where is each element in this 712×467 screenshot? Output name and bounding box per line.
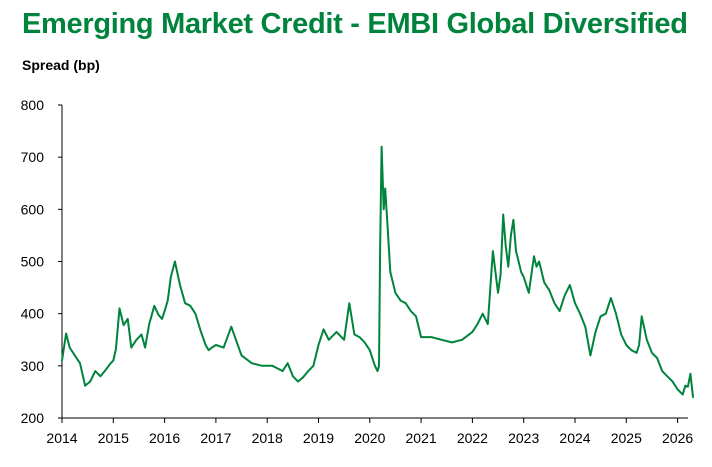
y-tick-label: 400 [21,306,45,322]
x-tick-label: 2023 [508,430,539,446]
axes: 200 300 400 500 600 700 800 2014 2015 2016 2017 201… [21,97,694,446]
x-tick-label: 2018 [252,430,283,446]
x-tick-label: 2021 [406,430,437,446]
x-tick-label: 2025 [611,430,642,446]
y-tick-label: 500 [21,254,45,270]
y-tick-label: 800 [21,97,45,113]
chart-title: Emerging Market Credit - EMBI Global Div… [22,8,688,40]
y-tick-label: 300 [21,358,45,374]
x-tick-label: 2020 [354,430,385,446]
x-tick-label: 2015 [98,430,129,446]
x-tick-label: 2022 [457,430,488,446]
x-tick-label: 2019 [303,430,334,446]
x-tick-label: 2026 [662,430,693,446]
y-axis-label: Spread (bp) [22,57,100,73]
x-tick-label: 2016 [149,430,180,446]
plot-area [61,145,694,399]
y-tick-label: 700 [21,149,45,165]
spread-series-line [61,145,694,399]
x-tick-label: 2017 [200,430,231,446]
y-tick-label: 200 [21,410,45,426]
y-tick-label: 600 [21,201,45,217]
x-tick-label: 2014 [46,430,77,446]
x-tick-label: 2024 [559,430,590,446]
